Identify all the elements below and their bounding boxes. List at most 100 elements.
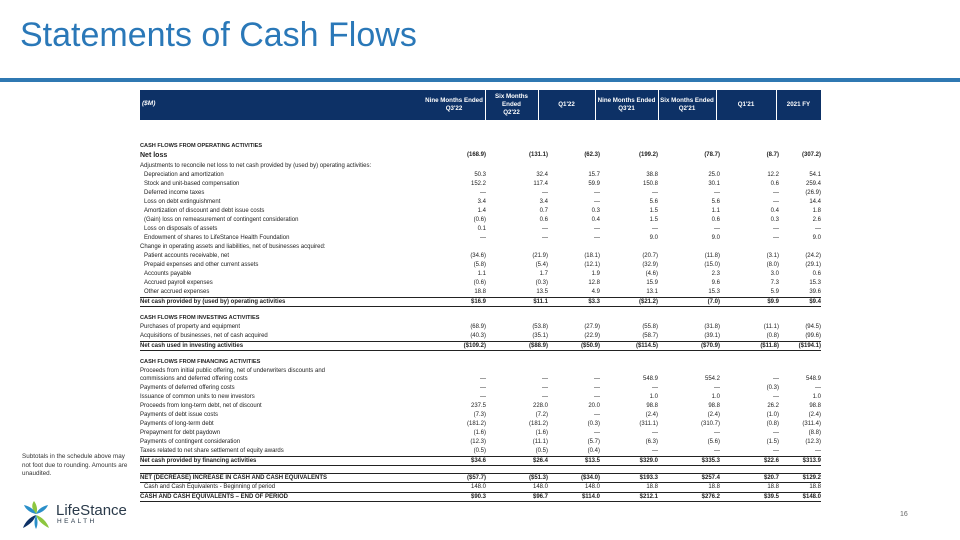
column-header-line: Nine Months Ended (597, 97, 656, 104)
table-row: Amortization of discount and debt issue … (140, 207, 821, 216)
row-value: 9.6 (711, 280, 720, 286)
table-row: Other accrued expenses 18.8 13.5 4.9 13.1 15.… (140, 288, 821, 297)
row-value: (24.2) (805, 253, 821, 259)
row-value: 59.9 (588, 181, 600, 187)
row-value: (3.1) (766, 253, 779, 259)
column-header: Six Months Ended Q2'21 (658, 90, 716, 120)
column-header-line: Q3'22 (445, 105, 463, 112)
row-label: Net cash used in investing activities (140, 343, 244, 349)
row-label: Cash and Cash Equivalents - Beginning of… (144, 484, 276, 490)
row-value: — (542, 394, 548, 400)
row-value: — (594, 376, 600, 382)
table-row: Loss on disposals of assets 0.1 — — — — — — (140, 225, 821, 234)
row-label: Taxes related to net share settlement of… (140, 448, 284, 454)
row-value: — (714, 226, 720, 232)
row-value: (12.3) (805, 439, 821, 445)
row-value: (21.9) (532, 253, 548, 259)
row-label: Payments of long-term debt (140, 421, 214, 427)
row-label: Other accrued expenses (144, 289, 210, 295)
row-value: (168.9) (466, 152, 486, 158)
row-value: (39.1) (704, 333, 720, 339)
row-value: — (480, 235, 486, 241)
row-label: Patient accounts receivable, net (144, 253, 230, 259)
row-label: Deferred income taxes (144, 190, 205, 196)
row-value: $335.3 (701, 458, 720, 464)
row-label: Payments of debt issue costs (140, 412, 219, 418)
row-value: 18.8 (646, 484, 658, 490)
row-value: $90.3 (470, 494, 486, 500)
row-value: — (714, 385, 720, 391)
row-value: $34.6 (470, 458, 486, 464)
table-row: Payments of long-term debt (181.2) (181.2)… (140, 420, 821, 429)
row-value: — (594, 190, 600, 196)
column-header-line: Q2'22 (503, 109, 520, 116)
row-label: Proceeds from long-term debt, net of dis… (140, 403, 262, 409)
row-value: (15.0) (704, 262, 720, 268)
row-value: (12.3) (470, 439, 486, 445)
row-value: (99.6) (805, 333, 821, 339)
table-row: NET (DECREASE) INCREASE IN CASH AND CASH… (140, 473, 821, 483)
row-value: (0.3) (535, 280, 548, 286)
table-row: Net loss (168.9) (131.1) (62.3) (199.2) (78.7… (140, 151, 821, 160)
row-value: (18.1) (584, 253, 600, 259)
row-value: 0.6 (812, 271, 821, 277)
row-label: Payments of deferred offering costs (140, 385, 235, 391)
logo-subtitle: HEALTH (57, 518, 97, 525)
row-value: (2.4) (707, 412, 720, 418)
row-value: — (815, 226, 821, 232)
table-row: CASH FLOWS FROM FINANCING ACTIVITIES (140, 358, 821, 367)
row-value: (181.2) (466, 421, 486, 427)
row-value: 0.6 (770, 181, 779, 187)
row-value: — (542, 190, 548, 196)
row-value: 9.0 (711, 235, 720, 241)
row-value: 2.3 (711, 271, 720, 277)
row-value: — (542, 235, 548, 241)
row-value: (40.3) (470, 333, 486, 339)
row-value: 50.3 (474, 172, 486, 178)
row-value: (4.6) (645, 271, 658, 277)
cash-flow-table: ($M) Nine Months Ended Q3'22 Six Months En… (140, 90, 821, 502)
row-value: — (542, 385, 548, 391)
row-value: 9.0 (812, 235, 821, 241)
row-value: (181.2) (528, 421, 548, 427)
row-value: (31.8) (704, 324, 720, 330)
row-value: (8.8) (808, 430, 821, 436)
row-value: (5.7) (587, 439, 600, 445)
row-value: (0.8) (766, 421, 779, 427)
row-label: Loss on debt extinguishment (144, 199, 221, 205)
table-row: Prepayment for debt paydown (1.6) (1.6) — — —… (140, 429, 821, 438)
table-row: Prepaid expenses and other current asset… (140, 261, 821, 270)
row-value: ($50.9) (580, 343, 600, 349)
row-value: (311.1) (639, 421, 658, 427)
row-value: 12.8 (588, 280, 600, 286)
table-row: Change in operating assets and liabiliti… (140, 243, 821, 252)
row-value: (310.7) (700, 421, 720, 427)
row-value: 1.9 (591, 271, 600, 277)
column-header: 2021 FY (776, 90, 821, 120)
row-value: (0.6) (473, 280, 486, 286)
row-value: (29.1) (805, 262, 821, 268)
row-value: ($21.2) (638, 299, 658, 305)
row-value: 5.9 (770, 289, 779, 295)
row-label: Net loss (140, 152, 168, 159)
row-value: (0.5) (535, 448, 548, 454)
row-label: Net cash provided by (used by) operating… (140, 299, 286, 305)
row-value: 548.9 (805, 376, 821, 382)
row-value: 18.8 (708, 484, 720, 490)
column-divider (776, 90, 777, 120)
row-value: ($114.5) (635, 343, 658, 349)
row-label: Prepaid expenses and other current asset… (144, 262, 259, 268)
table-row: Loss on debt extinguishment 3.4 3.4 — 5.6 5.6… (140, 198, 821, 207)
row-value: 98.8 (646, 403, 658, 409)
row-value: 259.4 (805, 181, 821, 187)
row-value: $9.9 (767, 299, 779, 305)
row-value: (0.6) (473, 217, 486, 223)
column-header: Nine Months Ended Q3'22 (423, 90, 485, 120)
table-row: CASH FLOWS FROM INVESTING ACTIVITIES (140, 314, 821, 323)
row-value: (5.8) (473, 262, 486, 268)
row-value: (311.4) (802, 421, 821, 427)
row-value: 228.0 (532, 403, 548, 409)
row-value: 3.4 (477, 199, 486, 205)
row-value: — (652, 385, 658, 391)
row-value: — (815, 448, 821, 454)
